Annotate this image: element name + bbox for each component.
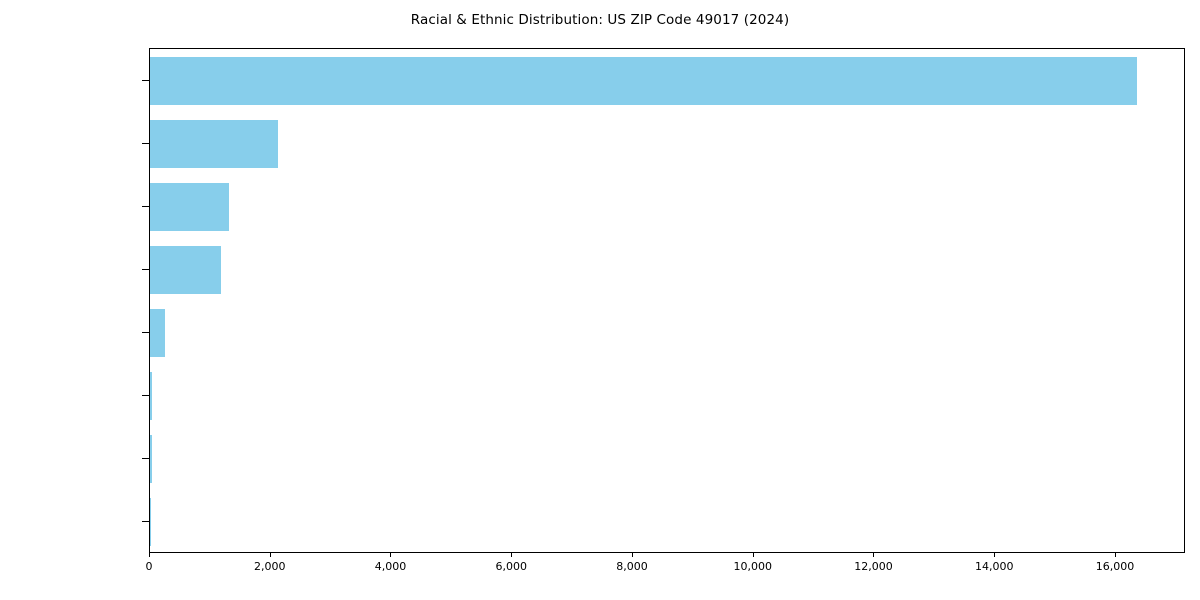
x-tick-label: 4,000 — [374, 560, 407, 573]
x-tick-mark — [752, 553, 754, 557]
bar — [150, 309, 166, 358]
x-tick-mark — [390, 553, 392, 557]
x-tick-mark — [994, 553, 996, 557]
x-tick-mark — [269, 553, 271, 557]
x-tick-mark — [873, 553, 875, 557]
y-tick-mark — [142, 79, 149, 81]
bar — [150, 245, 222, 294]
x-tick-label: 2,000 — [253, 560, 286, 573]
y-tick-mark — [142, 142, 149, 144]
x-tick-label: 14,000 — [974, 560, 1014, 573]
y-tick-mark — [142, 395, 149, 397]
chart-title: Racial & Ethnic Distribution: US ZIP Cod… — [410, 12, 790, 28]
bar — [150, 498, 151, 547]
bar — [150, 435, 153, 484]
x-tick-mark — [1114, 553, 1116, 557]
x-tick-label: 12,000 — [854, 560, 893, 573]
x-tick-label: 0 — [145, 560, 153, 573]
bar — [150, 56, 1138, 105]
x-tick-mark — [511, 553, 513, 557]
y-tick-mark — [142, 205, 149, 207]
bar — [150, 182, 230, 231]
y-tick-mark — [142, 458, 149, 460]
x-tick-label: 8,000 — [616, 560, 648, 573]
bars-layer — [150, 49, 1184, 552]
x-tick-label: 10,000 — [733, 560, 772, 573]
plot-area — [149, 48, 1185, 553]
bar — [150, 372, 153, 421]
bar — [150, 119, 278, 168]
x-tick-mark — [631, 553, 633, 557]
x-tick-mark — [149, 553, 150, 557]
y-tick-mark — [142, 332, 149, 334]
y-tick-mark — [142, 268, 149, 270]
x-tick-label: 16,000 — [1095, 560, 1135, 573]
y-tick-mark — [142, 521, 149, 523]
x-tick-label: 6,000 — [495, 560, 527, 573]
